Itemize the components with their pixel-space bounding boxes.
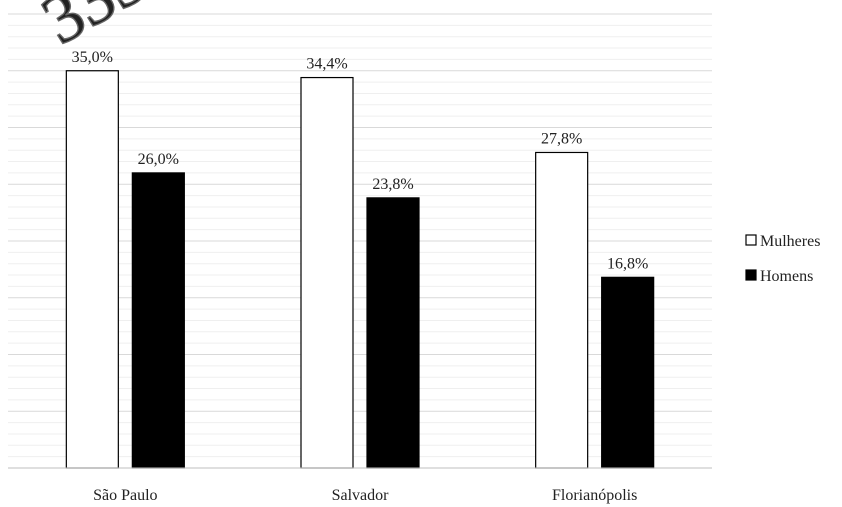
bar-mulheres [535, 151, 589, 469]
data-label-mulheres: 34,4% [306, 56, 347, 73]
x-tick-label: Salvador [332, 487, 390, 504]
value-labels: 35,0% 26,0% 34,4% 23,8% 27,8% 16,8% [72, 49, 649, 273]
legend-label-mulheres: Mulheres [760, 233, 820, 250]
legend-swatch-mulheres [745, 234, 757, 246]
data-label-mulheres: 27,8% [541, 130, 582, 147]
bars [65, 70, 655, 469]
bar-mulheres [300, 76, 354, 469]
bar-mulheres [65, 70, 119, 469]
data-label-homens: 26,0% [138, 151, 179, 168]
data-label-homens: 23,8% [372, 176, 413, 193]
data-label-homens: 16,8% [607, 255, 648, 272]
bar-homens [131, 172, 185, 469]
category-labels: São Paulo Salvador Florianópolis [93, 487, 637, 504]
legend-swatch-homens [745, 269, 757, 281]
gridlines [8, 13, 712, 458]
x-tick-label: São Paulo [93, 487, 157, 504]
x-tick-label: Florianópolis [552, 487, 637, 504]
bar-homens [366, 197, 420, 469]
legend-label-homens: Homens [760, 268, 813, 285]
bar-homens [601, 276, 655, 469]
data-label-mulheres: 35,0% [72, 49, 113, 66]
legend: Mulheres Homens [745, 233, 820, 285]
